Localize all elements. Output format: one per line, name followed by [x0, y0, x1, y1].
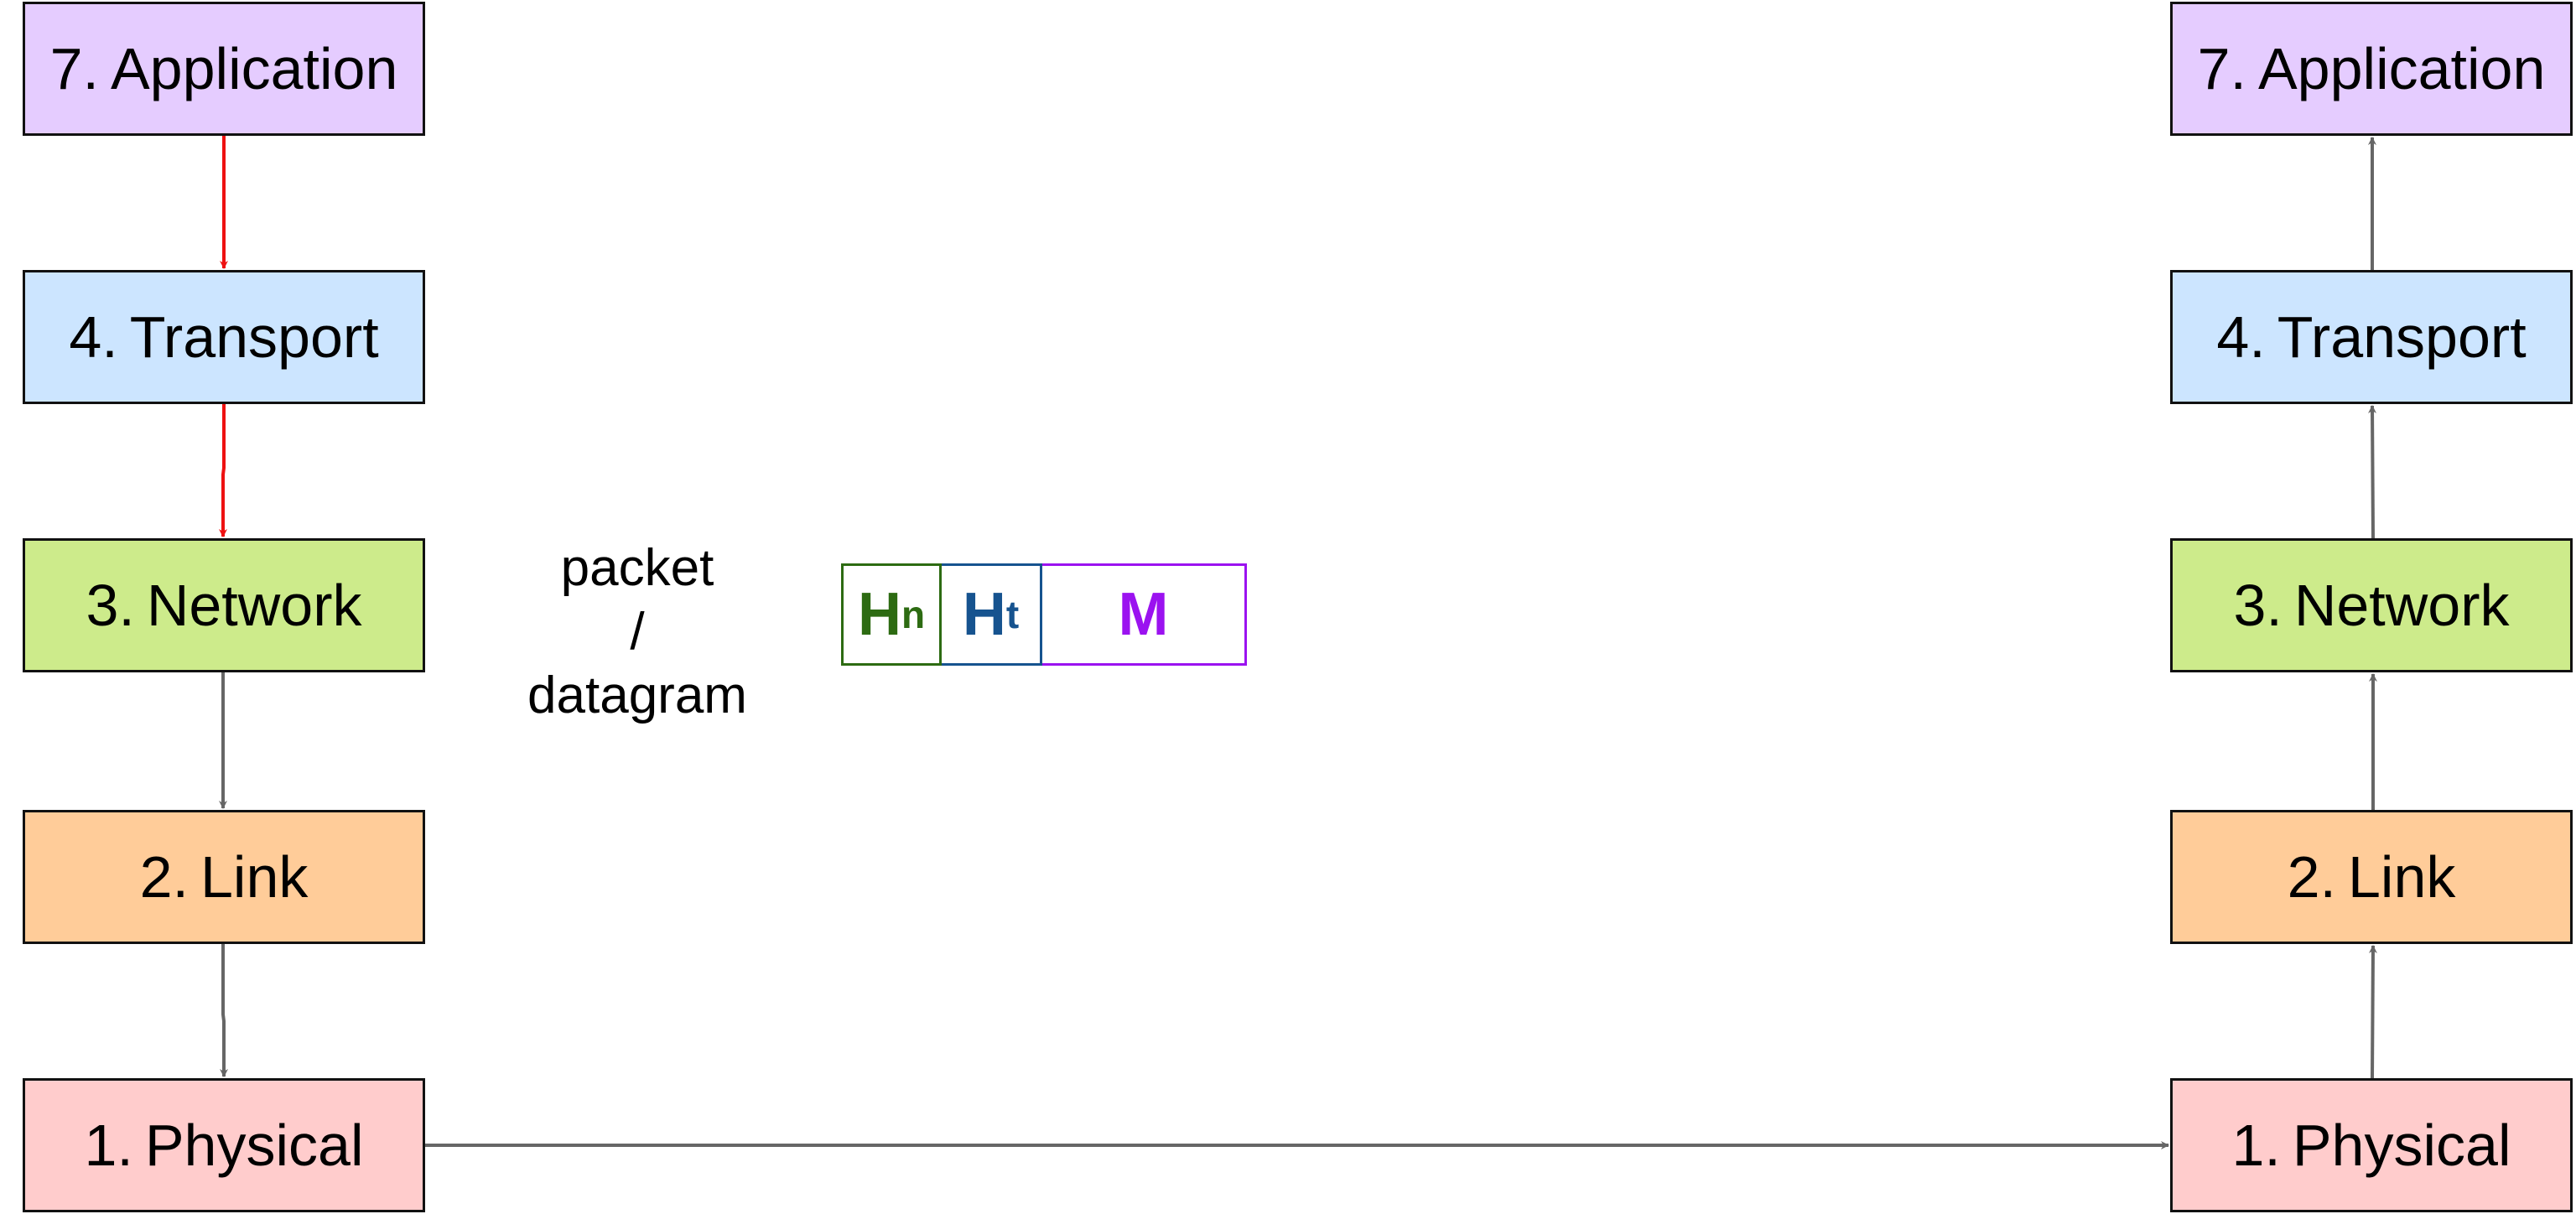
layer-label: Transport [129, 304, 379, 370]
network-header-letter: H [857, 581, 901, 648]
layer-label: Network [2293, 573, 2510, 638]
right-application-layer: 7. Application [2170, 2, 2573, 136]
left-transport-layer: 4. Transport [23, 270, 425, 404]
packet-datagram-caption: packet / datagram [503, 537, 771, 728]
layer-number: 7. [2197, 36, 2246, 101]
layer-label: Link [200, 844, 309, 910]
caption-line: packet [560, 539, 714, 597]
right-link-layer: 2. Link [2170, 810, 2573, 944]
left-physical-layer: 1. Physical [23, 1078, 425, 1212]
right-transport-layer: 4. Transport [2170, 270, 2573, 404]
left-network-layer: 3. Network [23, 538, 425, 672]
layer-label: Application [110, 36, 398, 101]
arrow-right-physical-to-link [2368, 945, 2377, 1079]
arrow-left-link-to-physical [220, 944, 228, 1077]
arrow-right-network-to-transport [2368, 405, 2377, 539]
layer-number: 7. [49, 36, 99, 101]
layer-number: 4. [2216, 304, 2266, 370]
layer-label: Application [2257, 36, 2546, 101]
arrow-left-transport-to-network [219, 404, 227, 537]
layer-number: 2. [139, 844, 189, 910]
left-application-layer: 7. Application [23, 2, 425, 136]
message-label: M [1118, 581, 1169, 648]
layer-number: 1. [84, 1113, 133, 1178]
layer-label: Link [2347, 844, 2456, 910]
left-link-layer: 2. Link [23, 810, 425, 944]
caption-line: datagram [527, 667, 747, 724]
transport-header-letter: H [962, 581, 1006, 648]
layer-number: 3. [2233, 573, 2283, 638]
right-physical-layer: 1. Physical [2170, 1078, 2573, 1212]
layer-number: 4. [69, 304, 118, 370]
message-segment: M [1042, 563, 1247, 666]
layer-number: 2. [2287, 844, 2336, 910]
layer-number: 3. [86, 573, 135, 638]
layer-number: 1. [2231, 1113, 2281, 1178]
layer-label: Transport [2277, 304, 2527, 370]
layer-label: Physical [144, 1113, 364, 1178]
layer-label: Network [146, 573, 362, 638]
layer-label: Physical [2292, 1113, 2511, 1178]
right-network-layer: 3. Network [2170, 538, 2573, 672]
caption-line: / [630, 603, 645, 661]
